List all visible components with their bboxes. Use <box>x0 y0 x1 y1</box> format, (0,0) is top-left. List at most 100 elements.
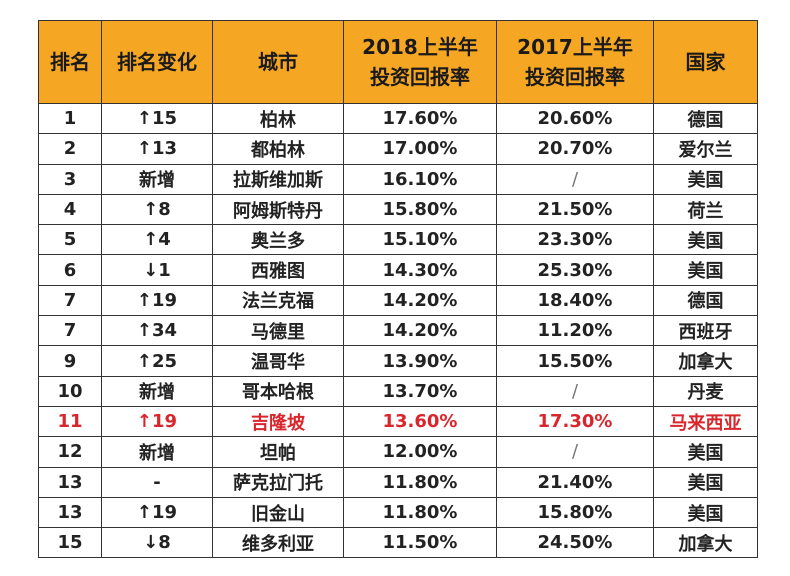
table-row: 3 新增 拉斯维加斯 16.10% / 美国 <box>38 163 758 195</box>
table-header: 排名 排名变化 城市 2018上半年 投资回报率 2017上半年 投资回报率 国… <box>38 20 758 104</box>
header-country: 国家 <box>653 20 758 104</box>
cell-country: 加拿大 <box>653 527 758 559</box>
cell-city: 温哥华 <box>212 345 344 377</box>
cell-2018-return: 14.20% <box>343 315 497 347</box>
table-body: 1 ↑15 柏林 17.60% 20.60% 德国 2 ↑13 都柏林 17.00% 20.70% 爱… <box>38 102 758 559</box>
header-rank: 排名 <box>38 20 102 104</box>
cell-2017-return: / <box>496 163 654 195</box>
cell-city: 旧金山 <box>212 496 344 529</box>
cell-2017-return: 20.60% <box>496 102 654 135</box>
table-row: 13 ↑19 旧金山 11.80% 15.80% 美国 <box>38 496 758 529</box>
cell-city: 萨克拉门托 <box>212 466 344 498</box>
cell-rank-change: ↑13 <box>101 133 213 165</box>
table-row: 10 新增 哥本哈根 13.70% / 丹麦 <box>38 375 758 407</box>
cell-2018-return: 12.00% <box>343 436 497 468</box>
cell-rank: 15 <box>38 527 102 559</box>
cell-2018-return: 13.70% <box>343 375 497 407</box>
ranking-table-container: 排名 排名变化 城市 2018上半年 投资回报率 2017上半年 投资回报率 国… <box>38 20 758 559</box>
cell-rank-change: ↑19 <box>101 284 213 317</box>
cell-country: 丹麦 <box>653 375 758 407</box>
cell-country: 西班牙 <box>653 315 758 347</box>
cell-city: 柏林 <box>212 102 344 135</box>
cell-country: 美国 <box>653 224 758 256</box>
cell-rank-change: ↑25 <box>101 345 213 377</box>
cell-country: 加拿大 <box>653 345 758 377</box>
cell-rank-change: - <box>101 466 213 498</box>
cell-2018-return: 15.80% <box>343 193 497 226</box>
header-2018-line1: 2018上半年 <box>362 35 478 59</box>
city-ranking-table: 排名 排名变化 城市 2018上半年 投资回报率 2017上半年 投资回报率 国… <box>38 20 758 559</box>
cell-country: 美国 <box>653 163 758 195</box>
cell-2018-return: 11.50% <box>343 527 497 559</box>
cell-rank-change: 新增 <box>101 375 213 407</box>
cell-2017-return: 25.30% <box>496 254 654 286</box>
cell-rank-change: ↑19 <box>101 405 213 438</box>
cell-city: 西雅图 <box>212 254 344 286</box>
cell-2018-return: 13.90% <box>343 345 497 377</box>
cell-country: 美国 <box>653 496 758 529</box>
cell-country: 德国 <box>653 284 758 317</box>
cell-2018-return: 15.10% <box>343 224 497 256</box>
cell-2018-return: 17.00% <box>343 133 497 165</box>
cell-rank: 7 <box>38 315 102 347</box>
cell-rank: 9 <box>38 345 102 377</box>
table-row: 6 ↓1 西雅图 14.30% 25.30% 美国 <box>38 254 758 286</box>
cell-country: 美国 <box>653 466 758 498</box>
header-2017-line1: 2017上半年 <box>517 35 633 59</box>
cell-city: 坦帕 <box>212 436 344 468</box>
table-row: 2 ↑13 都柏林 17.00% 20.70% 爱尔兰 <box>38 133 758 165</box>
cell-city: 阿姆斯特丹 <box>212 193 344 226</box>
cell-rank-change: 新增 <box>101 436 213 468</box>
header-city: 城市 <box>212 20 344 104</box>
cell-rank-change: ↓1 <box>101 254 213 286</box>
cell-city: 哥本哈根 <box>212 375 344 407</box>
cell-rank-change: ↓8 <box>101 527 213 559</box>
cell-rank-change: ↑4 <box>101 224 213 256</box>
cell-city: 拉斯维加斯 <box>212 163 344 195</box>
cell-2018-return: 14.30% <box>343 254 497 286</box>
cell-rank-change: ↑34 <box>101 315 213 347</box>
cell-2017-return: / <box>496 436 654 468</box>
table-row: 11 ↑19 吉隆坡 13.60% 17.30% 马来西亚 <box>38 405 758 438</box>
header-2018-return: 2018上半年 投资回报率 <box>343 20 497 104</box>
cell-rank: 4 <box>38 193 102 226</box>
table-row: 15 ↓8 维多利亚 11.50% 24.50% 加拿大 <box>38 527 758 559</box>
table-row: 12 新增 坦帕 12.00% / 美国 <box>38 436 758 468</box>
table-row: 7 ↑19 法兰克福 14.20% 18.40% 德国 <box>38 284 758 317</box>
cell-city: 法兰克福 <box>212 284 344 317</box>
header-rank-change: 排名变化 <box>101 20 213 104</box>
cell-2018-return: 13.60% <box>343 405 497 438</box>
cell-country: 荷兰 <box>653 193 758 226</box>
cell-2017-return: 20.70% <box>496 133 654 165</box>
cell-2017-return: 11.20% <box>496 315 654 347</box>
cell-country: 马来西亚 <box>653 405 758 438</box>
header-row: 排名 排名变化 城市 2018上半年 投资回报率 2017上半年 投资回报率 国… <box>38 20 758 104</box>
cell-city: 维多利亚 <box>212 527 344 559</box>
cell-city: 都柏林 <box>212 133 344 165</box>
cell-2017-return: 15.50% <box>496 345 654 377</box>
cell-city: 吉隆坡 <box>212 405 344 438</box>
cell-country: 美国 <box>653 436 758 468</box>
cell-rank: 12 <box>38 436 102 468</box>
header-2017-line2: 投资回报率 <box>525 65 625 89</box>
cell-rank: 6 <box>38 254 102 286</box>
table-row: 1 ↑15 柏林 17.60% 20.60% 德国 <box>38 102 758 135</box>
cell-2018-return: 14.20% <box>343 284 497 317</box>
cell-2017-return: 18.40% <box>496 284 654 317</box>
cell-2017-return: / <box>496 375 654 407</box>
cell-city: 马德里 <box>212 315 344 347</box>
cell-rank: 1 <box>38 102 102 135</box>
table-row: 4 ↑8 阿姆斯特丹 15.80% 21.50% 荷兰 <box>38 193 758 226</box>
cell-rank: 11 <box>38 405 102 438</box>
cell-rank: 10 <box>38 375 102 407</box>
header-2017-return: 2017上半年 投资回报率 <box>496 20 654 104</box>
cell-2018-return: 17.60% <box>343 102 497 135</box>
cell-2017-return: 15.80% <box>496 496 654 529</box>
cell-rank-change: ↑15 <box>101 102 213 135</box>
table-row: 7 ↑34 马德里 14.20% 11.20% 西班牙 <box>38 315 758 347</box>
cell-rank-change: 新增 <box>101 163 213 195</box>
table-row: 13- 萨克拉门托 11.80% 21.40% 美国 <box>38 466 758 498</box>
cell-2017-return: 21.50% <box>496 193 654 226</box>
table-row: 5 ↑4 奥兰多 15.10% 23.30% 美国 <box>38 224 758 256</box>
cell-2017-return: 17.30% <box>496 405 654 438</box>
